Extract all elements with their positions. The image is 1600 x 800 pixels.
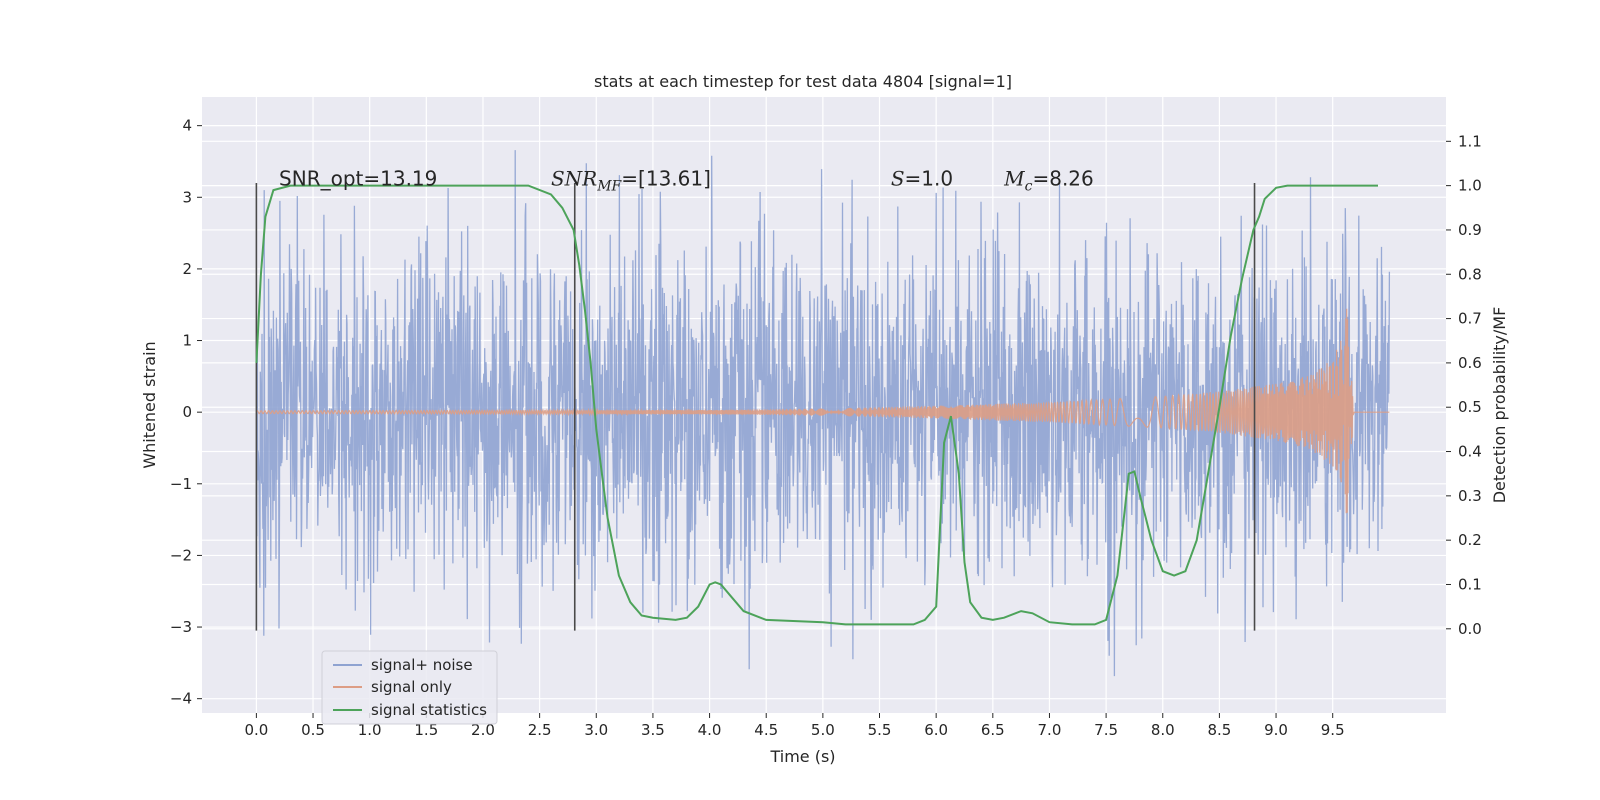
y2-tick-label: 0.9 <box>1458 221 1482 239</box>
y-tick-label: −4 <box>170 690 192 708</box>
y-tick-label: −1 <box>170 475 192 493</box>
x-tick-label: 5.5 <box>868 721 892 739</box>
x-tick-label: 4.5 <box>754 721 778 739</box>
x-tick-label: 2.5 <box>528 721 552 739</box>
series-signal-only <box>255 308 1390 514</box>
x-tick-label: 9.0 <box>1264 721 1288 739</box>
x-tick-label: 3.0 <box>584 721 608 739</box>
statistics-curve <box>255 184 1378 626</box>
y2-tick-label: 0.0 <box>1458 620 1482 638</box>
y-tick-label: 4 <box>182 117 192 135</box>
x-tick-label: 1.5 <box>414 721 438 739</box>
x-tick-label: 0.5 <box>301 721 325 739</box>
signal-trace <box>255 308 1390 514</box>
annotation-text: SNR_opt=13.19 <box>279 167 437 191</box>
legend-box <box>321 650 498 725</box>
x-tick-label: 2.0 <box>471 721 495 739</box>
series-signal-statistics <box>255 184 1378 626</box>
vertical-markers <box>255 182 1256 631</box>
x-tick-label: 9.5 <box>1321 721 1345 739</box>
y-tick-label: 2 <box>182 260 192 278</box>
x-tick-label: 7.0 <box>1038 721 1062 739</box>
annotation-text: S=1.0 <box>891 167 953 191</box>
y2-tick-label: 0.8 <box>1458 265 1482 283</box>
y-tick-label: −3 <box>170 618 192 636</box>
x-axis: 0.0 0.5 1.0 1.5 2.0 2.5 3.0 3.5 4.0 4.5 5.0 5.5 6.0 6… <box>244 713 1345 739</box>
y-axis-label: Whitened strain <box>140 341 159 468</box>
x-tick-label: 4.0 <box>698 721 722 739</box>
y-tick-label: 3 <box>182 188 192 206</box>
y2-tick-label: 0.7 <box>1458 310 1482 328</box>
annotations: SNR_opt=13.19 SNRMF=[13.61] S=1.0 Mc=8.26 <box>279 167 1094 195</box>
y-axis-left: 4 3 2 1 0 −1 −2 −3 −4 <box>170 117 202 708</box>
x-tick-label: 1.0 <box>358 721 382 739</box>
y-axis-right: 1.1 1.0 0.9 0.8 0.7 0.6 0.5 0.4 0.3 0.2 0.1 0.0 <box>1446 132 1482 638</box>
x-tick-label: 8.5 <box>1207 721 1231 739</box>
y2-tick-label: 0.1 <box>1458 575 1482 593</box>
legend: signal+ noise signal only signal statist… <box>321 650 498 725</box>
x-axis-label: Time (s) <box>769 747 835 766</box>
x-tick-label: 6.0 <box>924 721 948 739</box>
x-tick-label: 7.5 <box>1094 721 1118 739</box>
y2-tick-label: 0.6 <box>1458 354 1482 372</box>
legend-label-signal-only: signal only <box>371 678 452 696</box>
x-tick-label: 6.5 <box>981 721 1005 739</box>
x-tick-label: 5.0 <box>811 721 835 739</box>
y2-tick-label: 1.1 <box>1458 132 1482 150</box>
chart-title: stats at each timestep for test data 480… <box>594 72 1012 91</box>
y2-tick-label: 1.0 <box>1458 177 1482 195</box>
y2-tick-label: 0.2 <box>1458 531 1482 549</box>
y2-tick-label: 0.4 <box>1458 443 1482 461</box>
y2-tick-label: 0.3 <box>1458 487 1482 505</box>
y-tick-label: 1 <box>182 332 192 350</box>
y2-tick-label: 0.5 <box>1458 398 1482 416</box>
x-tick-label: 0.0 <box>244 721 268 739</box>
legend-label-signal-statistics: signal statistics <box>371 701 487 719</box>
annotation-text: Mc=8.26 <box>1003 167 1094 195</box>
x-tick-label: 8.0 <box>1151 721 1175 739</box>
y2-axis-label: Detection probability/MF <box>1490 307 1509 504</box>
y-tick-label: −2 <box>170 546 192 564</box>
annotation-text: SNRMF=[13.61] <box>551 167 711 195</box>
y-tick-label: 0 <box>182 403 192 421</box>
x-tick-label: 3.5 <box>641 721 665 739</box>
legend-label-signal-noise: signal+ noise <box>371 656 473 674</box>
